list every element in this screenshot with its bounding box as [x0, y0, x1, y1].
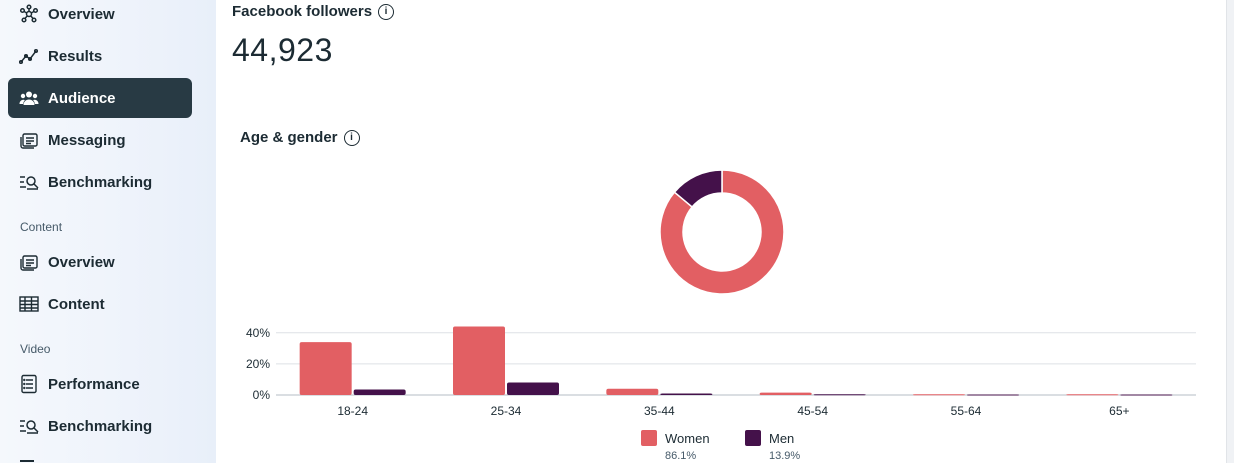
- sidebar-item-label: Audience: [48, 89, 116, 107]
- sidebar-item-audience[interactable]: Audience: [8, 78, 192, 118]
- followers-title-label: Facebook followers: [232, 3, 373, 20]
- legend-label-men: Men: [769, 430, 795, 446]
- x-tick-label: 18-24: [337, 404, 368, 418]
- sidebar-item-messaging[interactable]: Messaging: [8, 120, 192, 160]
- legend-swatch-men: [745, 430, 761, 446]
- x-tick-label: 45-54: [797, 404, 828, 418]
- section-label-video: Video: [20, 342, 51, 356]
- followers-count: 44,923: [232, 32, 333, 68]
- list-search-icon: [18, 171, 40, 193]
- partial-next-icon: [20, 460, 34, 462]
- followers-title: Facebook followers i: [232, 3, 395, 20]
- bar-men-55-64: [967, 394, 1019, 396]
- x-tick-label: 65+: [1109, 404, 1129, 418]
- bar-women-55-64: [913, 394, 965, 396]
- bar-women-18-24: [299, 342, 352, 395]
- sidebar-item-label: Benchmarking: [48, 417, 153, 435]
- sidebar-item-label: Performance: [48, 375, 140, 393]
- sidebar-item-label: Content: [48, 295, 105, 313]
- sidebar-item-label: Overview: [48, 253, 115, 271]
- y-tick-label: 0%: [253, 388, 271, 402]
- sidebar-item-overview[interactable]: Overview: [8, 0, 192, 34]
- legend-label-women: Women: [665, 430, 710, 446]
- message-cards-icon: [18, 129, 40, 151]
- sidebar-item-content[interactable]: Content: [8, 284, 192, 324]
- legend-pct-men: 13.9%: [769, 450, 801, 462]
- document-list-icon: [18, 373, 40, 395]
- sidebar-item-video-benchmarking[interactable]: Benchmarking: [8, 406, 192, 446]
- bar-men-18-24: [353, 389, 406, 395]
- y-tick-label: 40%: [246, 326, 270, 340]
- sidebar-item-results[interactable]: Results: [8, 36, 192, 76]
- bar-men-65+: [1120, 394, 1173, 396]
- x-tick-label: 55-64: [951, 404, 982, 418]
- sidebar-item-label: Results: [48, 47, 103, 65]
- list-search-icon: [18, 415, 40, 437]
- bar-men-25-34: [507, 382, 559, 395]
- info-icon[interactable]: i: [343, 129, 360, 146]
- bar-women-45-54: [759, 392, 812, 395]
- bar-women-25-34: [453, 326, 505, 395]
- trend-line-icon: [18, 45, 40, 67]
- bar-women-35-44: [606, 388, 659, 395]
- bar-men-35-44: [660, 393, 713, 395]
- table-grid-icon: [18, 293, 40, 315]
- sidebar-item-content-overview[interactable]: Overview: [8, 242, 192, 282]
- x-tick-label: 35-44: [644, 404, 675, 418]
- section-label-content: Content: [20, 220, 63, 234]
- y-tick-label: 20%: [246, 357, 270, 371]
- legend-item-women[interactable]: Women 86.1%: [641, 430, 710, 462]
- sidebar-item-label: Benchmarking: [48, 173, 153, 191]
- sidebar: Overview Results Audience Messaging Benc…: [0, 0, 217, 463]
- age-gender-title: Age & gender i: [240, 129, 360, 146]
- scrollbar[interactable]: [1226, 0, 1234, 463]
- network-nodes-icon: [18, 3, 40, 25]
- message-cards-icon: [18, 251, 40, 273]
- sidebar-item-performance[interactable]: Performance: [8, 364, 192, 404]
- sidebar-item-label: Overview: [48, 5, 115, 23]
- main-panel: Facebook followers i 44,923 Age & gender…: [216, 0, 1226, 463]
- sidebar-item-benchmarking[interactable]: Benchmarking: [8, 162, 192, 202]
- legend-swatch-women: [641, 430, 657, 446]
- age-gender-title-label: Age & gender: [240, 129, 338, 146]
- people-icon: [18, 87, 40, 109]
- bar-women-65+: [1066, 394, 1119, 396]
- legend-item-men[interactable]: Men 13.9%: [745, 430, 800, 462]
- x-tick-label: 25-34: [491, 404, 522, 418]
- age-gender-chart: 0% 20% 40% 18-24 25-34 35-44 45-54 55-64 65+: [246, 169, 1196, 418]
- bar-men-45-54: [813, 394, 866, 396]
- donut-slice-women: [659, 169, 785, 295]
- donut-slice-men: [673, 169, 723, 209]
- info-icon[interactable]: i: [378, 3, 395, 20]
- legend-pct-women: 86.1%: [665, 450, 697, 462]
- sidebar-item-label: Messaging: [48, 131, 126, 149]
